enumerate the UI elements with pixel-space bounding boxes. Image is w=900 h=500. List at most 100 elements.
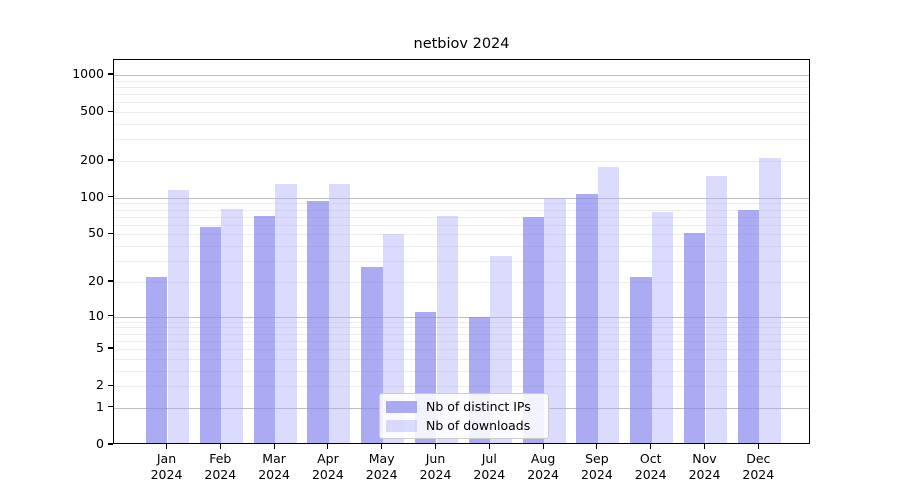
bar-distinct-ips-feb xyxy=(199,226,222,443)
bar-downloads-mar xyxy=(275,183,297,443)
x-tick-mark xyxy=(650,444,652,449)
x-tick-mark xyxy=(488,444,490,449)
y-tick-mark xyxy=(108,314,113,317)
bar-downloads-oct xyxy=(651,211,674,443)
y-tick-label: 5 xyxy=(96,340,104,356)
x-tick-mark xyxy=(219,444,221,449)
x-tick-label: Nov 2024 xyxy=(688,451,721,482)
gridline-minor xyxy=(114,112,809,114)
bar-downloads-nov xyxy=(705,176,728,443)
bar-downloads-dec xyxy=(759,158,781,443)
y-tick-mark xyxy=(108,110,113,112)
y-tick-mark xyxy=(108,443,113,445)
y-tick-mark xyxy=(108,196,113,198)
y-tick-mark xyxy=(108,406,113,408)
bar-downloads-feb xyxy=(221,209,243,443)
bar-downloads-sep xyxy=(597,166,620,443)
gridline-minor xyxy=(114,246,809,248)
gridline-minor xyxy=(114,340,809,342)
gridline-minor xyxy=(114,349,809,351)
gridline-minor xyxy=(114,358,809,360)
x-tick-mark xyxy=(434,444,437,449)
gridline-minor xyxy=(114,327,809,329)
gridline-major xyxy=(114,316,809,318)
x-tick-mark xyxy=(327,444,329,449)
bar-downloads-may xyxy=(382,234,405,443)
legend-item-downloads: Nb of downloads xyxy=(386,418,540,433)
gridline-minor xyxy=(114,80,809,82)
legend: Nb of distinct IPs Nb of downloads xyxy=(379,393,549,439)
y-tick-label: 10 xyxy=(88,307,104,323)
bar-downloads-jun xyxy=(436,215,459,443)
y-tick-mark xyxy=(108,159,113,161)
x-tick-mark xyxy=(165,444,168,449)
bar-distinct-ips-nov xyxy=(683,233,706,443)
y-tick-mark xyxy=(108,73,113,75)
gridline-minor xyxy=(114,224,809,226)
bar-distinct-ips-dec xyxy=(737,209,760,443)
x-tick-mark xyxy=(542,444,544,449)
gridline-minor xyxy=(114,333,809,335)
bar-distinct-ips-mar xyxy=(253,215,276,443)
x-tick-label: Aug 2024 xyxy=(527,451,559,482)
gridline-major xyxy=(114,75,809,77)
x-tick-label: Mar 2024 xyxy=(258,451,290,482)
bar-downloads-aug xyxy=(544,197,566,443)
y-tick-label: 1 xyxy=(96,398,104,414)
x-tick-label: Oct 2024 xyxy=(634,451,667,482)
y-tick-label: 50 xyxy=(88,225,104,241)
y-tick-mark xyxy=(108,232,113,235)
y-tick-mark xyxy=(108,384,113,386)
gridline-minor xyxy=(114,86,809,88)
x-tick-label: May 2024 xyxy=(365,451,398,482)
y-tick-mark xyxy=(108,280,113,282)
gridline-minor xyxy=(114,370,809,372)
x-tick-label: Jan 2024 xyxy=(150,451,183,482)
gridline-minor xyxy=(114,94,809,96)
legend-swatch-distinct-ips-icon xyxy=(386,400,417,413)
gridline-minor xyxy=(114,386,809,388)
gridline-minor xyxy=(114,281,809,283)
bar-distinct-ips-sep xyxy=(576,193,598,443)
y-tick-label: 0 xyxy=(96,436,104,451)
x-tick-mark xyxy=(757,444,759,449)
bar-distinct-ips-aug xyxy=(522,216,545,443)
y-tick-mark xyxy=(108,347,113,349)
x-tick-mark xyxy=(381,444,383,449)
gridline-minor xyxy=(114,321,809,323)
gridline-minor xyxy=(114,261,809,263)
gridline-major xyxy=(114,197,809,199)
gridline-minor xyxy=(114,216,809,218)
bar-distinct-ips-apr xyxy=(307,200,329,443)
x-tick-label: Apr 2024 xyxy=(311,451,344,482)
bar-downloads-jan xyxy=(167,189,190,443)
x-tick-label: Sep 2024 xyxy=(580,451,613,482)
legend-label-downloads: Nb of downloads xyxy=(426,418,531,433)
legend-item-distinct-ips: Nb of distinct IPs xyxy=(386,399,540,414)
chart-title: netbiov 2024 xyxy=(413,36,510,52)
gridline-minor xyxy=(114,139,809,141)
legend-label-distinct-ips: Nb of distinct IPs xyxy=(426,399,531,414)
x-tick-mark xyxy=(273,444,275,449)
legend-swatch-downloads-icon xyxy=(386,419,417,432)
gridline-minor xyxy=(114,102,809,104)
y-tick-label: 500 xyxy=(80,103,104,119)
y-tick-label: 100 xyxy=(80,188,104,204)
plot-area xyxy=(113,59,810,444)
gridline-minor xyxy=(114,203,809,205)
x-tick-label: Jul 2024 xyxy=(473,451,506,482)
bar-distinct-ips-oct xyxy=(630,277,652,443)
bar-distinct-ips-jan xyxy=(145,277,168,443)
bar-distinct-ips-may xyxy=(361,266,383,443)
x-tick-label: Feb 2024 xyxy=(204,451,237,482)
gridline-minor xyxy=(114,209,809,211)
bar-downloads-apr xyxy=(328,183,351,443)
x-tick-label: Dec 2024 xyxy=(742,451,775,482)
gridline-minor xyxy=(114,234,809,236)
x-tick-mark xyxy=(703,444,706,449)
gridline-minor xyxy=(114,124,809,126)
y-tick-label: 1000 xyxy=(72,66,104,82)
y-tick-label: 2 xyxy=(96,377,104,393)
y-tick-label: 200 xyxy=(80,152,104,168)
